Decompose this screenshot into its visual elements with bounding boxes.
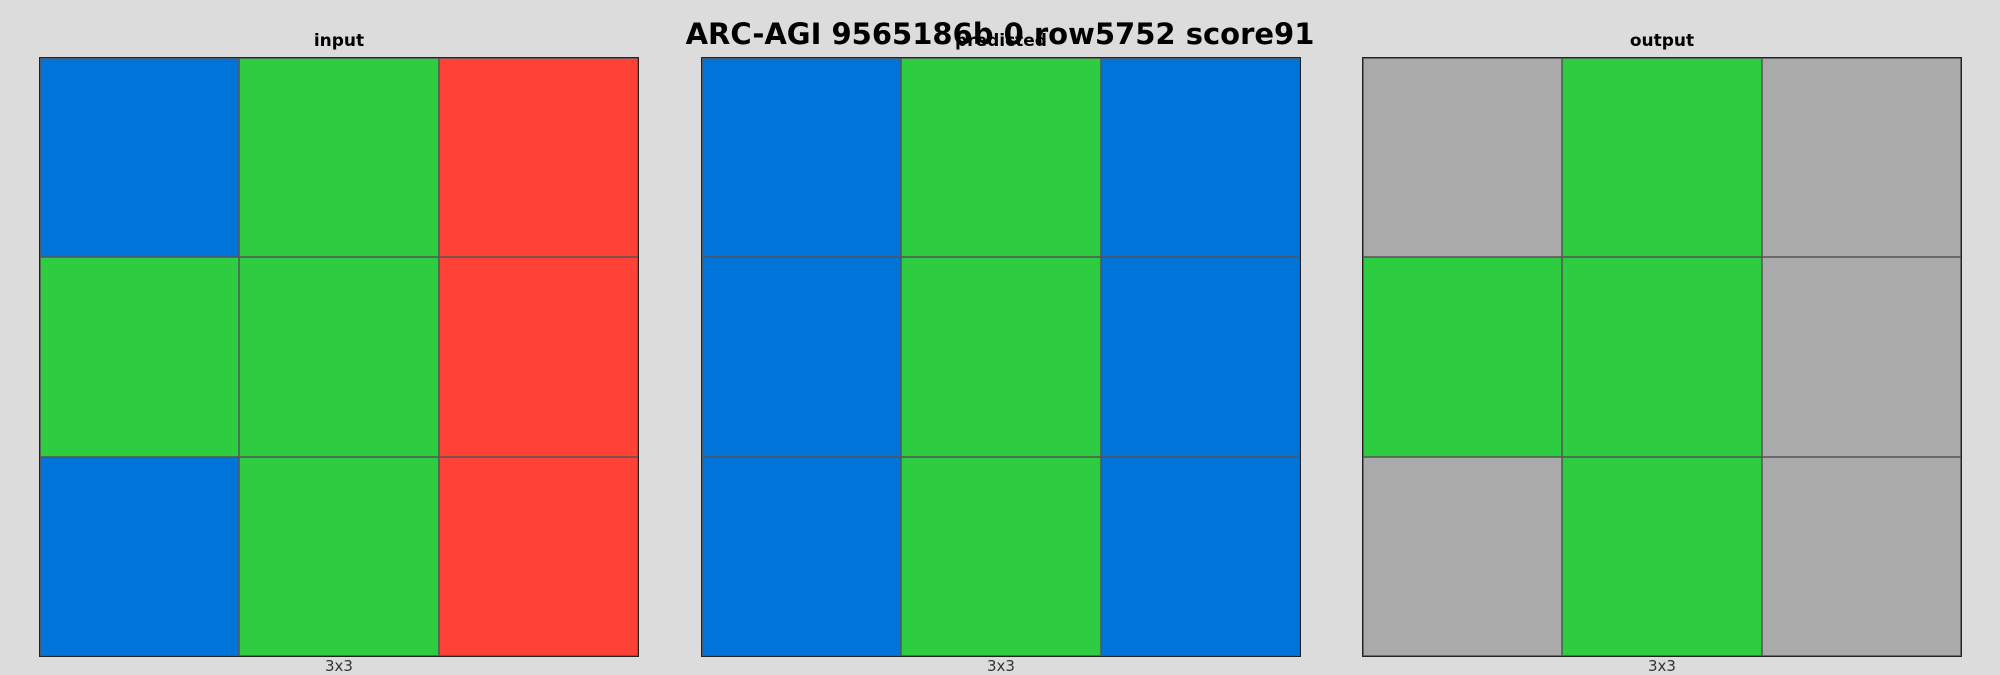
input-dims-label: 3x3 [325, 657, 353, 675]
grid-cell-green [1562, 456, 1762, 656]
grid-cell-green [901, 456, 1101, 656]
input-panel-title: input [313, 31, 365, 51]
predicted-panel-title: predicted [955, 31, 1047, 51]
grid-cell-green [1363, 257, 1563, 457]
input-grid [39, 57, 639, 657]
output-panel: output 3x3 [1362, 0, 1962, 675]
grid-cell-blue [702, 257, 902, 457]
grid-cell-green [1562, 257, 1762, 457]
output-grid [1362, 57, 1962, 657]
predicted-dims-label: 3x3 [987, 657, 1015, 675]
predicted-grid [701, 57, 1301, 657]
grid-cell-green [239, 456, 439, 656]
grid-cell-blue [1100, 257, 1300, 457]
grid-cell-blue [702, 456, 902, 656]
grid-cell-blue [40, 58, 240, 258]
grid-cell-gray [1761, 257, 1961, 457]
grid-cell-red [438, 456, 638, 656]
grid-cell-green [901, 257, 1101, 457]
grid-cell-blue [1100, 456, 1300, 656]
grid-cell-green [239, 58, 439, 258]
grid-cell-gray [1363, 456, 1563, 656]
grid-cell-gray [1761, 456, 1961, 656]
input-panel: input 3x3 [39, 0, 639, 675]
output-dims-label: 3x3 [1648, 657, 1676, 675]
output-panel-title: output [1629, 31, 1695, 51]
grid-cell-blue [702, 58, 902, 258]
grid-cell-green [40, 257, 240, 457]
grid-cell-blue [1100, 58, 1300, 258]
grid-cell-red [438, 58, 638, 258]
grid-cell-gray [1761, 58, 1961, 258]
grid-cell-green [1562, 58, 1762, 258]
grid-cell-gray [1363, 58, 1563, 258]
page-title: ARC-AGI 9565186b 0 row5752 score91 [685, 17, 1315, 51]
grid-cell-blue [40, 456, 240, 656]
grid-cell-green [901, 58, 1101, 258]
predicted-panel: predicted 3x3 [701, 0, 1301, 675]
grid-cell-green [239, 257, 439, 457]
grid-cell-red [438, 257, 638, 457]
